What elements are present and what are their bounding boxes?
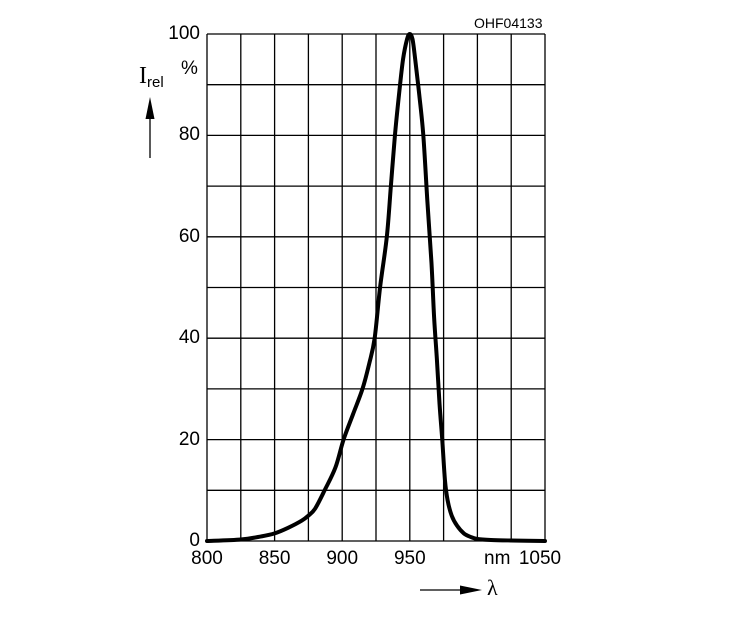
x-axis-arrowhead-icon — [460, 585, 482, 595]
y-tick-label: 0 — [189, 530, 200, 551]
y-axis-label: Irel — [139, 64, 164, 90]
x-tick-label: 850 — [258, 548, 291, 569]
emission-curve — [205, 32, 547, 543]
x-tick-label: 900 — [326, 548, 359, 569]
y-tick-label: 80 — [178, 124, 200, 146]
y-tick-label: 40 — [178, 327, 200, 349]
y-tick-label: 100 — [168, 23, 200, 44]
figure-code: OHF04133 — [474, 15, 543, 31]
y-tick-label: 20 — [178, 428, 200, 450]
y-axis-unit: % — [181, 58, 198, 79]
x-tick-label: 1050 — [518, 548, 562, 569]
x-tick-label: 800 — [191, 548, 223, 569]
y-axis-arrowhead-icon — [145, 97, 155, 119]
grid-lines — [206, 33, 546, 542]
y-tick-label: 60 — [178, 225, 200, 247]
x-axis-symbol: λ — [487, 575, 498, 600]
x-tick-label: 950 — [393, 548, 426, 569]
y-axis-symbol: I — [139, 63, 147, 89]
y-axis-subscript: rel — [147, 74, 164, 91]
x-axis-unit: nm — [484, 548, 511, 569]
